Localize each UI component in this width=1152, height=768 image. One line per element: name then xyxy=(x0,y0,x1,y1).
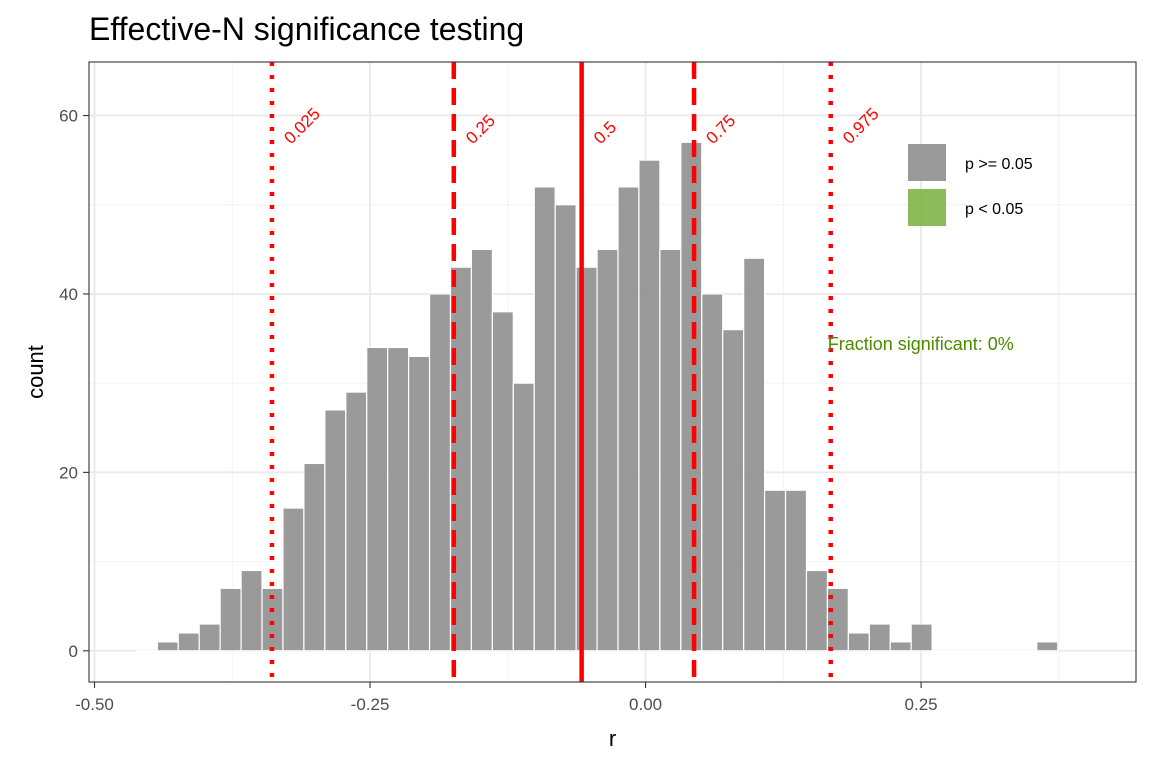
histogram-bar xyxy=(763,489,787,652)
histogram-bar xyxy=(345,391,368,652)
histogram-bar xyxy=(743,257,766,652)
y-tick-label: 0 xyxy=(69,642,78,661)
histogram-bar xyxy=(617,186,640,652)
quantile-label: 0.025 xyxy=(280,104,324,148)
histogram-bar xyxy=(198,623,221,652)
x-tick-label: -0.25 xyxy=(351,695,390,714)
fraction-significant-annotation: Fraction significant: 0% xyxy=(828,334,1014,354)
y-tick-label: 20 xyxy=(59,463,78,482)
histogram-bar xyxy=(701,293,724,652)
legend-key xyxy=(908,189,946,226)
histogram-bar xyxy=(554,204,577,652)
x-tick-label: 0.25 xyxy=(905,695,938,714)
histogram-bar xyxy=(952,650,975,652)
histogram-bar xyxy=(135,650,158,652)
legend: p >= 0.05 p < 0.05 xyxy=(908,144,1033,226)
histogram-bar xyxy=(638,159,661,652)
histogram-bar xyxy=(596,248,619,652)
histogram-bar xyxy=(1036,641,1059,652)
histogram-bar xyxy=(680,141,703,652)
histogram-bar xyxy=(428,293,452,652)
histogram-bar xyxy=(722,329,745,652)
quantile-label: 0.975 xyxy=(839,104,883,148)
histogram-bar xyxy=(387,346,410,652)
quantile-label: 0.5 xyxy=(590,118,620,148)
histogram-bar xyxy=(470,248,493,652)
histogram-bar xyxy=(156,641,179,652)
histogram-bar xyxy=(973,650,996,652)
legend-label: p < 0.05 xyxy=(965,201,1023,218)
histogram-bar xyxy=(868,623,891,652)
histogram-bar xyxy=(931,650,954,652)
histogram-bar xyxy=(408,355,431,652)
x-tick-label: 0.00 xyxy=(629,695,662,714)
histogram-bar xyxy=(847,632,870,652)
histogram-bar xyxy=(575,266,598,652)
chart-title: Effective-N significance testing xyxy=(89,11,524,47)
histogram-bar xyxy=(994,650,1017,652)
histogram-bar xyxy=(282,507,305,652)
histogram-bar xyxy=(512,382,535,652)
histogram-bar xyxy=(805,569,829,652)
histogram-bar xyxy=(240,569,263,652)
x-tick-label: -0.50 xyxy=(75,695,114,714)
histogram-bar xyxy=(324,409,347,652)
plot-panel-border xyxy=(88,61,1137,683)
legend-key xyxy=(908,144,946,181)
y-axis-title: count xyxy=(23,345,48,399)
legend-label: p >= 0.05 xyxy=(965,156,1033,173)
histogram-bar xyxy=(303,462,326,652)
histogram-bar xyxy=(659,248,682,652)
x-axis-title: r xyxy=(609,726,616,751)
histogram-bar xyxy=(784,489,808,652)
histogram-bar xyxy=(219,587,242,652)
histogram-bar xyxy=(1015,650,1038,652)
bars xyxy=(135,141,1059,652)
histogram-bar xyxy=(177,632,200,652)
histogram-bar xyxy=(889,641,912,652)
y-tick-label: 40 xyxy=(59,285,78,304)
y-tick-label: 60 xyxy=(59,107,78,126)
histogram-bar xyxy=(533,186,556,652)
histogram-bar xyxy=(491,311,514,652)
histogram-bar xyxy=(366,346,389,652)
histogram-bar xyxy=(910,623,933,652)
axes: -0.50 -0.25 0.00 0.25 0 20 40 60 xyxy=(59,107,938,714)
